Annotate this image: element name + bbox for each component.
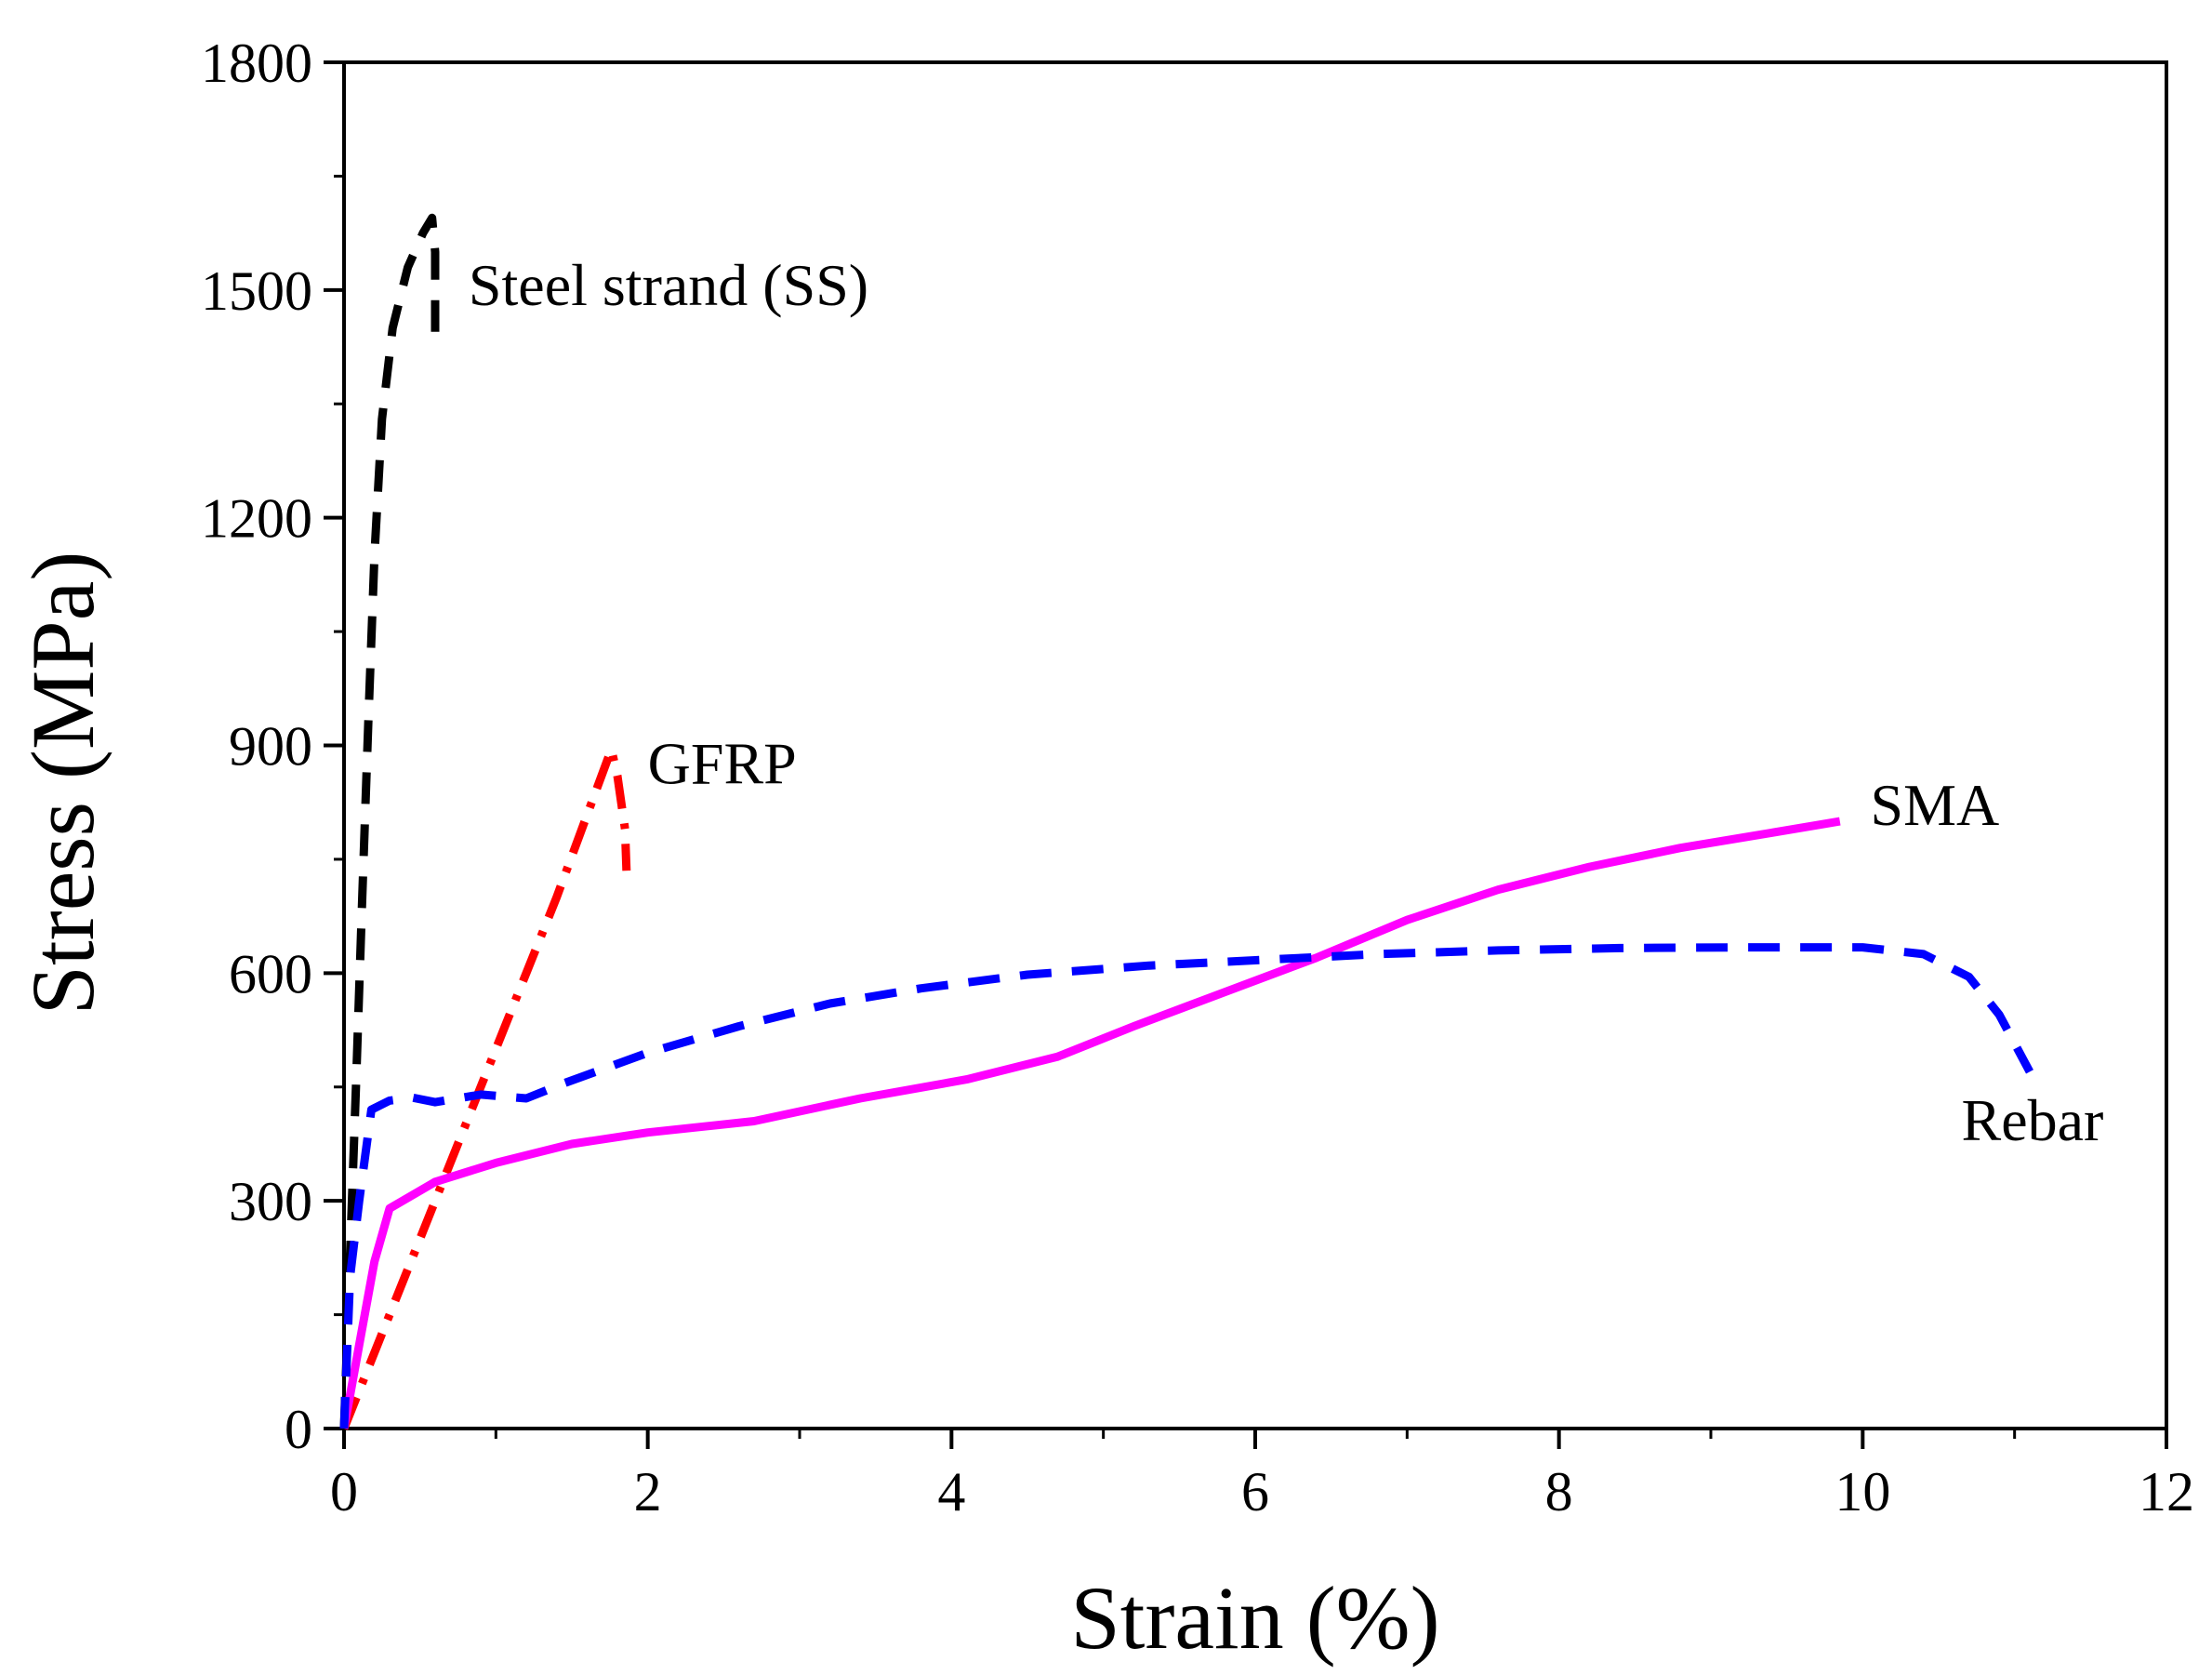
series-label: Steel strand (SS): [469, 252, 868, 318]
series-labels: Steel strand (SS) GFRP SMA Rebar: [469, 252, 2103, 1153]
y-tick-label: 600: [229, 943, 312, 1004]
series-lines: [339, 213, 2033, 1430]
x-tick-label: 10: [1835, 1461, 1890, 1522]
axis-ticks: 0 2 4 6 8 10 12 0 300 600 900 1200 1500 1800: [201, 33, 2194, 1522]
y-axis-title: Stress (MPa): [13, 552, 113, 1016]
x-tick-label: 6: [1241, 1461, 1269, 1522]
y-tick-label: 300: [229, 1171, 312, 1232]
series-label: SMA: [1871, 772, 2000, 838]
series-line-gfrp: [339, 745, 631, 1430]
x-tick-label: 4: [937, 1461, 965, 1522]
series-line-steel-strand-ss: [339, 213, 440, 1429]
x-axis-title: Strain (%): [1070, 1568, 1439, 1668]
x-tick-label: 8: [1545, 1461, 1573, 1522]
y-tick-label: 1500: [201, 260, 312, 322]
y-tick-label: 0: [285, 1399, 312, 1460]
series-line-rebar: [339, 943, 2033, 1429]
x-tick-label: 2: [634, 1461, 662, 1522]
x-tick-label: 12: [2139, 1461, 2194, 1522]
series-label: Rebar: [1962, 1087, 2104, 1153]
y-tick-label: 1800: [201, 33, 312, 94]
series-line-sma: [339, 817, 1841, 1429]
x-tick-label: 0: [330, 1461, 358, 1522]
y-tick-label: 900: [229, 716, 312, 778]
y-tick-label: 1200: [201, 488, 312, 550]
series-label: GFRP: [648, 730, 797, 796]
